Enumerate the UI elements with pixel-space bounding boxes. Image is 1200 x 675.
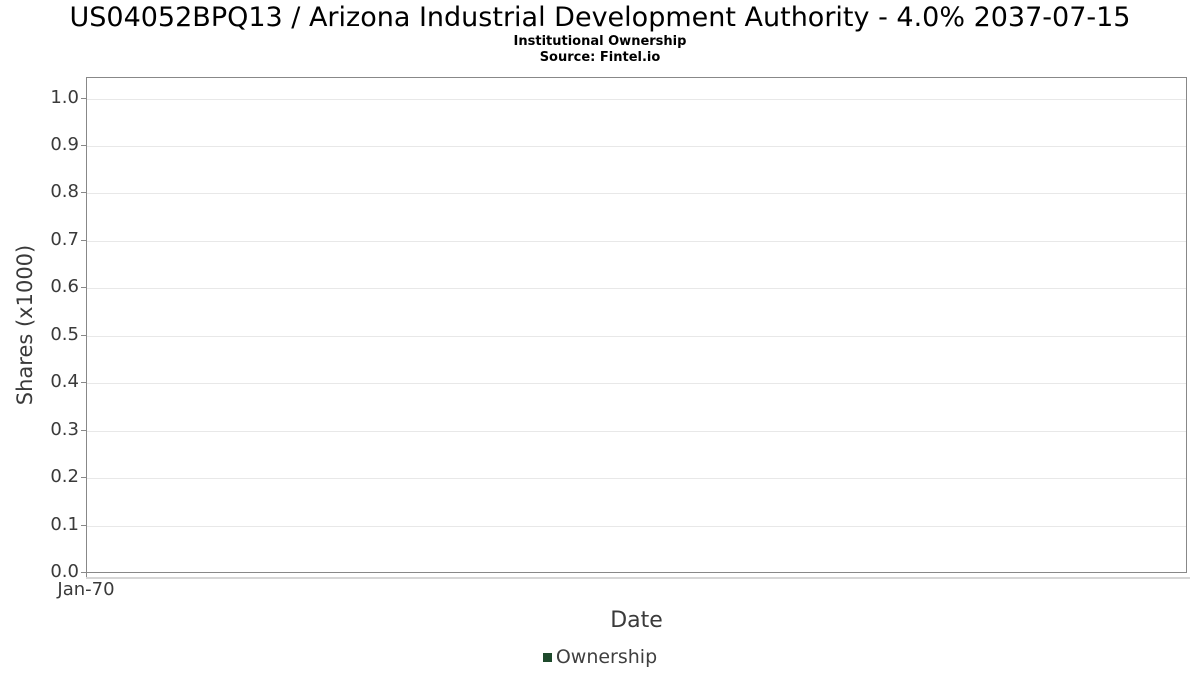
gridline-y-1.0	[87, 99, 1186, 100]
y-tick-label: 0.3	[50, 419, 79, 440]
gridline-y-0.9	[87, 146, 1186, 147]
gridline-y-0.6	[87, 288, 1186, 289]
x-axis-title: Date	[610, 608, 663, 633]
y-tick-mark	[81, 335, 86, 336]
chart-title: US04052BPQ13 / Arizona Industrial Develo…	[69, 2, 1131, 33]
legend-item-ownership[interactable]: Ownership	[542, 646, 658, 668]
gridline-y-0.1	[87, 526, 1186, 527]
gridline-y-0.4	[87, 383, 1186, 384]
y-tick-label: 0.5	[50, 324, 79, 345]
y-tick-label: 0.6	[50, 276, 79, 297]
y-tick-label: 0.1	[50, 514, 79, 535]
y-tick-mark	[81, 192, 86, 193]
y-tick-label: 0.4	[50, 371, 79, 392]
x-tick-label: Jan-70	[57, 579, 115, 600]
x-axis-line	[86, 577, 1190, 579]
chart-source-credit: Source: Fintel.io	[539, 50, 661, 65]
y-tick-label: 0.2	[50, 466, 79, 487]
y-tick-label: 0.8	[50, 181, 79, 202]
y-tick-mark	[81, 98, 86, 99]
y-tick-label: 0.9	[50, 134, 79, 155]
y-tick-mark	[81, 382, 86, 383]
y-tick-label: 1.0	[50, 87, 79, 108]
legend-item-label: Ownership	[555, 646, 658, 668]
y-tick-label: 0.7	[50, 229, 79, 250]
y-tick-mark	[81, 430, 86, 431]
y-tick-mark	[81, 572, 86, 573]
y-tick-label: 0.0	[50, 561, 79, 582]
y-tick-mark	[81, 477, 86, 478]
gridline-y-0.5	[87, 336, 1186, 337]
legend: Ownership	[0, 645, 1200, 669]
y-tick-mark	[81, 145, 86, 146]
chart-subtitle: Institutional Ownership	[513, 34, 687, 49]
plot-area	[86, 77, 1187, 573]
x-tick-mark	[86, 573, 87, 578]
legend-marker-square-icon	[542, 652, 552, 662]
y-tick-mark	[81, 240, 86, 241]
gridline-y-0.8	[87, 193, 1186, 194]
gridline-y-0.7	[87, 241, 1186, 242]
gridline-y-0.3	[87, 431, 1186, 432]
y-tick-mark	[81, 525, 86, 526]
gridline-y-0.2	[87, 478, 1186, 479]
y-tick-mark	[81, 287, 86, 288]
